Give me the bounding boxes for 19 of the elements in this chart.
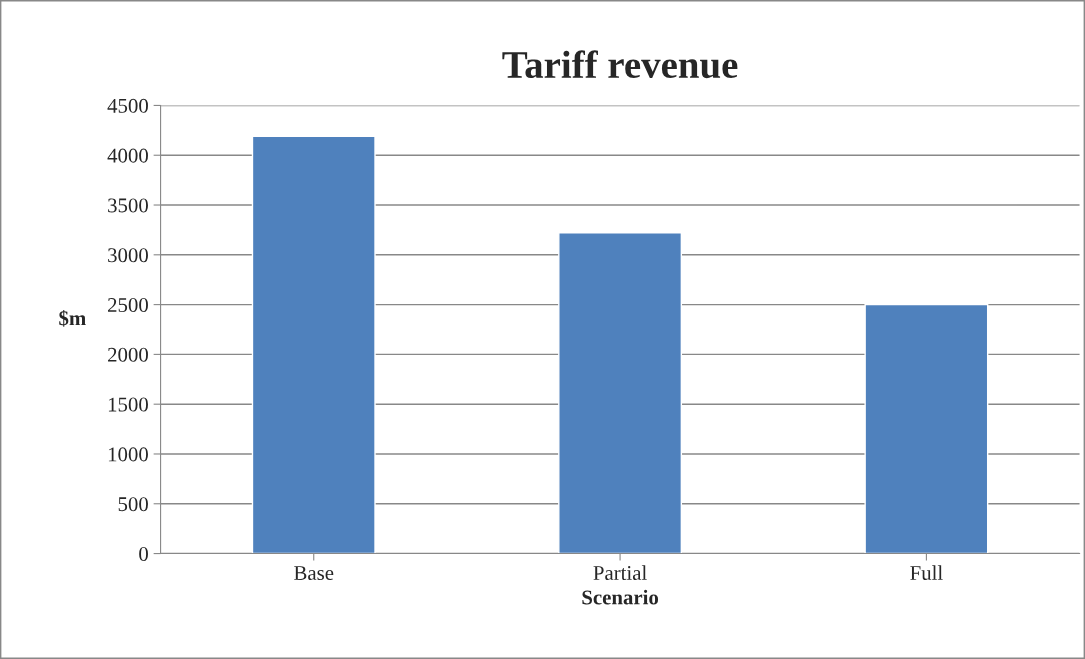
y-tick-label: 0 (139, 546, 148, 561)
chart-title: Tariff revenue (502, 50, 738, 79)
y-tick-label: 3000 (108, 248, 148, 263)
y-tick-label: 4000 (107, 148, 148, 163)
y-tick-label: 4500 (107, 98, 148, 113)
x-tick-label: Full (910, 565, 943, 581)
x-tick-label: Partial (593, 565, 647, 581)
y-tick-label: 500 (118, 497, 148, 512)
bar (251, 135, 376, 554)
x-axis-title: Scenario (582, 589, 659, 605)
y-axis-title: $m (59, 309, 86, 327)
y-tick-label: 2500 (108, 297, 148, 313)
bar (558, 232, 683, 554)
y-tick-label: 2000 (108, 347, 148, 362)
y-tick-label: 1000 (108, 447, 148, 462)
x-tick-label: Base (294, 566, 334, 581)
bar (864, 303, 989, 554)
y-tick-label: 3500 (108, 198, 148, 213)
y-tick-label: 1500 (108, 397, 148, 412)
